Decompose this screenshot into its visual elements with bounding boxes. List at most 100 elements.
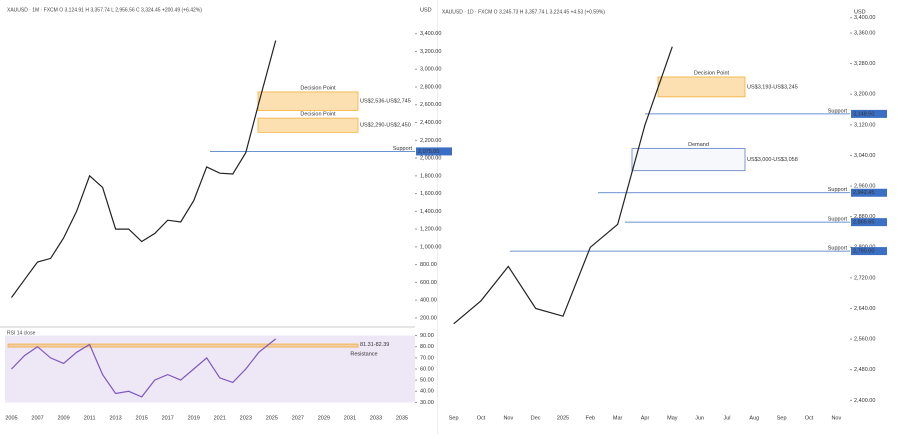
x-tick-label: Nov <box>503 415 513 421</box>
zone <box>257 91 359 111</box>
x-tick-label: 2017 <box>162 415 174 421</box>
y-tick-label: 200.00 <box>420 315 437 321</box>
y-tick-label: 800.00 <box>420 262 437 268</box>
x-tick-label: Oct <box>805 415 814 421</box>
zone-label: Decision Point <box>300 85 336 91</box>
price-line <box>11 338 277 398</box>
zone-label: Resistance <box>350 352 377 358</box>
x-tick-label: 2025 <box>266 415 278 421</box>
x-tick-label: Sep <box>777 415 787 421</box>
x-tick-label: May <box>667 415 678 421</box>
y-tick-label: 3,200.00 <box>420 49 441 55</box>
header: XAUUSD · 1M · FXCM O 3,124.91 H 3,357.74… <box>7 7 202 13</box>
y-tick-label: 2,880.00 <box>854 214 875 220</box>
x-tick-label: 2027 <box>292 415 304 421</box>
level-value-label: 2,865.65 <box>853 220 874 226</box>
x-tick-label: Sep <box>449 415 459 421</box>
x-tick-label: Aug <box>749 415 759 421</box>
y-tick-label: 3,000.00 <box>420 67 441 73</box>
y-tick-label: 600.00 <box>420 280 437 286</box>
price-line <box>11 40 277 298</box>
zone-range-label: US$3,000-US$3,058 <box>747 157 798 163</box>
x-tick-label: 2009 <box>57 415 69 421</box>
level-label: Support <box>828 217 848 223</box>
level-tag <box>851 247 887 256</box>
y-tick-label: 90.00 <box>420 333 434 339</box>
zone-label: Decision Point <box>300 112 336 118</box>
y-tick-label: 40.00 <box>420 389 434 395</box>
x-tick-label: Feb <box>586 415 595 421</box>
y-tick-label: 1,000.00 <box>420 244 441 250</box>
level-label: Support <box>393 146 413 152</box>
y-tick-label: 400.00 <box>420 298 437 304</box>
y-tick-label: 3,400.00 <box>420 31 441 37</box>
zone-label: Demand <box>688 142 709 148</box>
level-label: Support <box>828 187 848 193</box>
y-tick-label: 1,600.00 <box>420 191 441 197</box>
x-tick-label: 2007 <box>31 415 43 421</box>
level-value-label: 2,942.45 <box>853 190 874 196</box>
y-tick-label: 3,360.00 <box>854 30 875 36</box>
level-label: Support <box>828 246 848 252</box>
y-tick-label: 70.00 <box>420 355 434 361</box>
x-tick-label: Dec <box>531 415 541 421</box>
y-tick-label: 3,120.00 <box>854 122 875 128</box>
zone <box>257 117 359 133</box>
x-tick-label: 2005 <box>5 415 17 421</box>
y-tick-label: 2,960.00 <box>854 183 875 189</box>
y-tick-label: 2,800.00 <box>420 84 441 90</box>
x-tick-label: 2019 <box>188 415 200 421</box>
x-tick-label: 2013 <box>110 415 122 421</box>
y-tick-label: 60.00 <box>420 366 434 372</box>
y-tick-label: 2,560.00 <box>854 337 875 343</box>
y-tick-label: 80.00 <box>420 344 434 350</box>
y-tick-label: 2,400.00 <box>854 398 875 404</box>
zone-range-label: 81.31-82.39 <box>360 342 389 348</box>
x-tick-label: 2031 <box>344 415 356 421</box>
header: XAUUSD · 1D · FXCM O 3,245.73 H 3,357.74… <box>442 9 605 15</box>
y-tick-label: 2,600.00 <box>420 102 441 108</box>
zone-range-label: US$2,290-US$2,450 <box>360 123 411 129</box>
y-tick-label: 3,040.00 <box>854 153 875 159</box>
level-tag <box>416 147 452 156</box>
y-tick-label: 3,400.00 <box>854 15 875 21</box>
y-tick-label: 2,000.00 <box>420 156 441 162</box>
axis-bg <box>415 0 437 434</box>
x-tick-label: 2035 <box>396 415 408 421</box>
level-tag <box>851 218 887 227</box>
price-line <box>453 46 673 325</box>
y-tick-label: 2,720.00 <box>854 275 875 281</box>
x-tick-label: 2015 <box>136 415 148 421</box>
x-tick-label: 2029 <box>318 415 330 421</box>
header: RSI 14 close <box>7 330 36 336</box>
level-tag <box>851 188 887 197</box>
x-tick-label: Mar <box>613 415 623 421</box>
y-tick-label: 50.00 <box>420 378 434 384</box>
level-value-label: 2,790.00 <box>853 249 874 255</box>
level-label: Support <box>828 108 848 114</box>
zone <box>657 76 746 98</box>
x-tick-label: 2021 <box>214 415 226 421</box>
zone <box>7 343 359 348</box>
x-tick-label: Jun <box>695 415 704 421</box>
y-tick-label: 1,200.00 <box>420 227 441 233</box>
y-tick-label: 2,400.00 <box>420 120 441 126</box>
x-tick-label: 2023 <box>240 415 252 421</box>
currency: USD <box>420 7 432 13</box>
x-tick-label: 2033 <box>370 415 382 421</box>
x-tick-label: Apr <box>641 415 650 421</box>
y-tick-label: 1,400.00 <box>420 209 441 215</box>
y-tick-label: 2,480.00 <box>854 367 875 373</box>
x-tick-label: 2011 <box>84 415 96 421</box>
y-tick-label: 2,640.00 <box>854 306 875 312</box>
x-tick-label: Oct <box>477 415 486 421</box>
y-tick-label: 1,800.00 <box>420 173 441 179</box>
zone-range-label: US$3,193-US$3,245 <box>747 84 798 90</box>
y-tick-label: 3,280.00 <box>854 61 875 67</box>
level-value-label: 2,075.00 <box>418 149 439 155</box>
zone <box>631 148 746 172</box>
zone-range-label: US$2,536-US$2,745 <box>360 99 411 105</box>
currency: USD <box>854 9 866 15</box>
